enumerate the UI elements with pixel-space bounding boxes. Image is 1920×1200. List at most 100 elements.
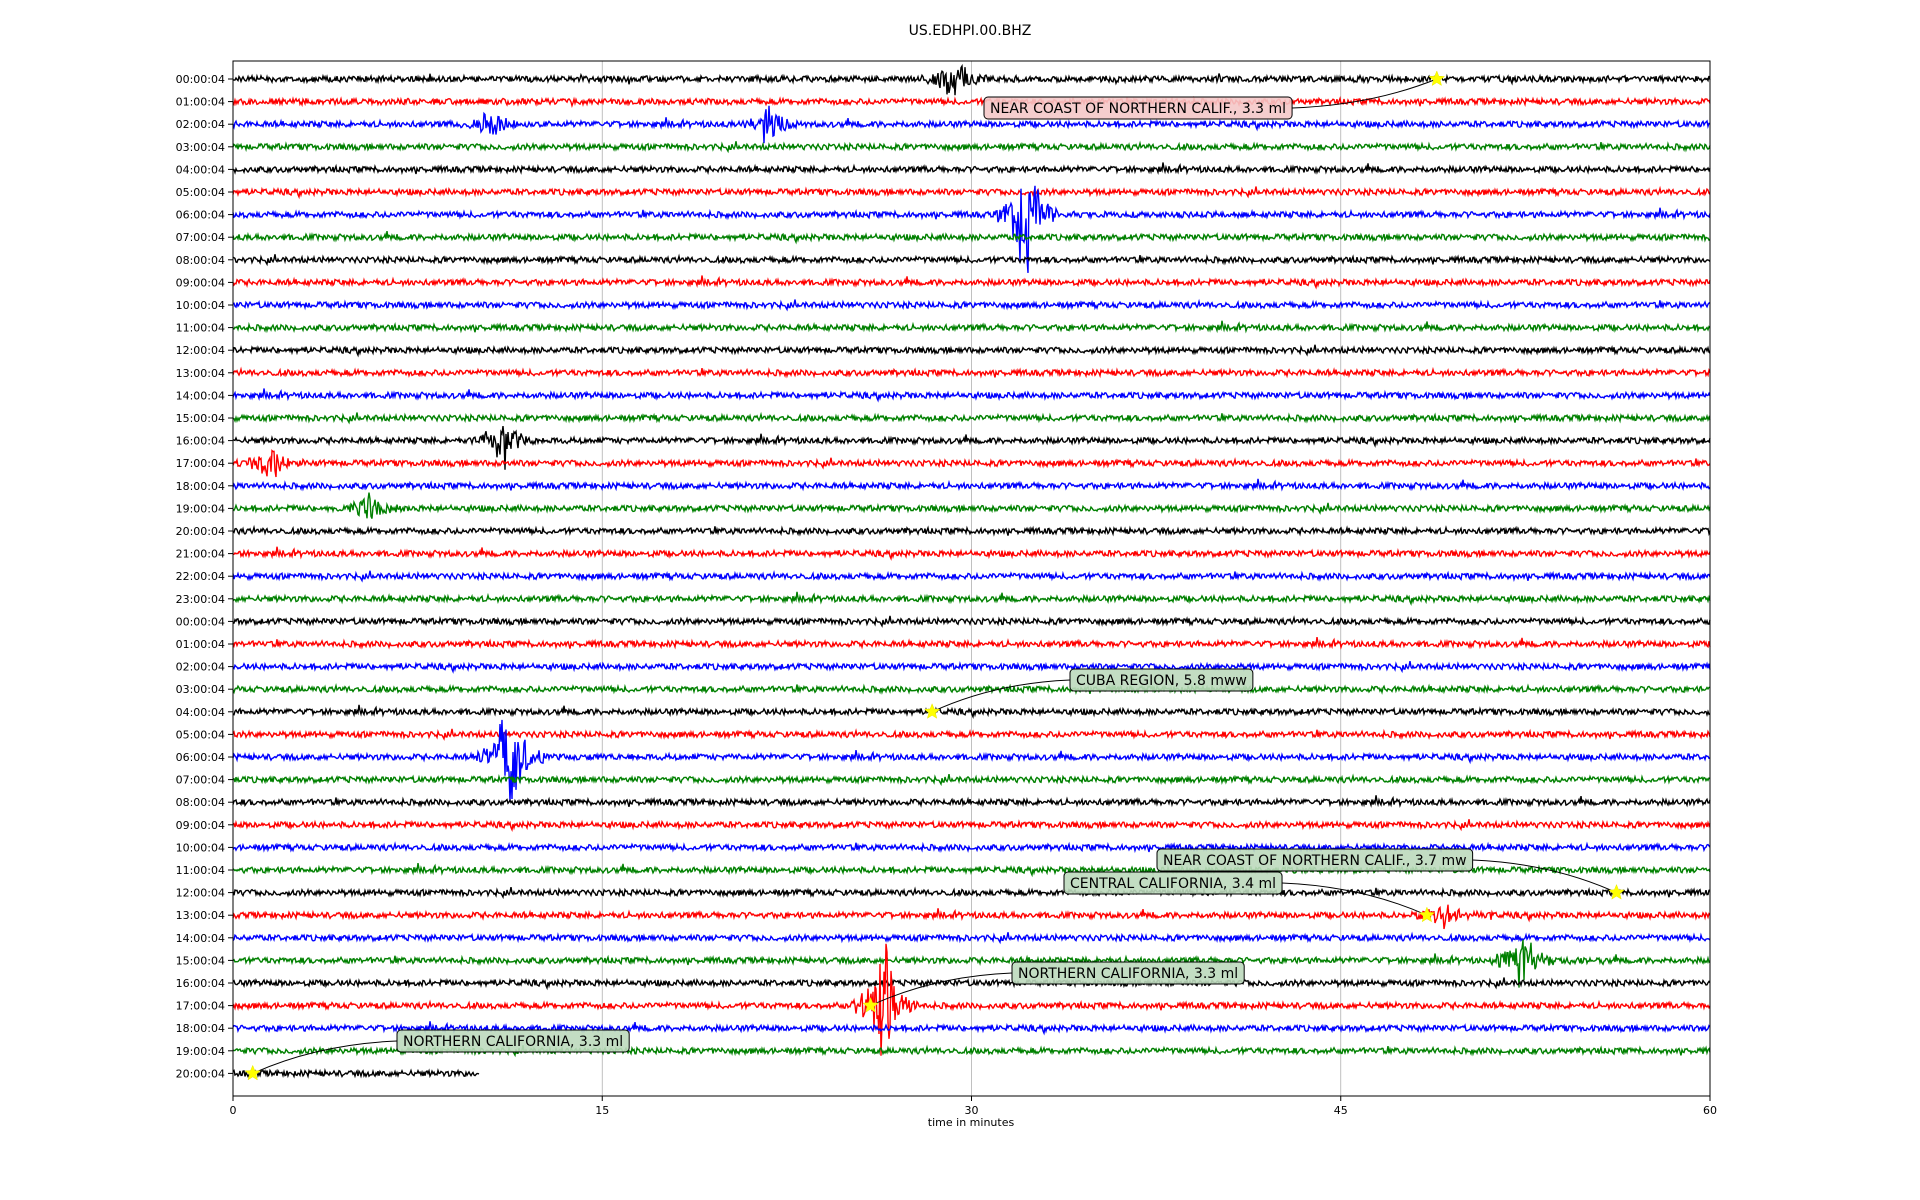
y-tick-label: 01:00:04 [176,96,225,109]
trace-row-15 [232,411,1711,425]
trace-lines [232,63,1711,1079]
trace-row-0 [232,63,1711,96]
event-label: CENTRAL CALIFORNIA, 3.4 ml [1070,876,1276,892]
trace-row-37 [232,904,1711,930]
event-connector [1472,859,1617,894]
y-tick-label: 18:00:04 [176,480,225,493]
trace-row-36 [232,886,1711,900]
x-tick-label: 45 [1334,1104,1348,1117]
y-tick-label: 06:00:04 [176,751,225,764]
event-annotation: CUBA REGION, 5.8 mww [923,668,1254,719]
event-label: NORTHERN CALIFORNIA, 3.3 ml [1018,966,1238,982]
y-tick-labels: 00:00:04 01:00:04 02:00:04 03:00:04 04:00:04… [176,73,233,1080]
trace-row-30 [232,719,1711,802]
y-tick-label: 18:00:04 [176,1022,225,1035]
x-tick-labels: 0 15 30 45 60 [230,1096,1717,1117]
y-tick-label: 01:00:04 [176,638,225,651]
y-tick-label: 12:00:04 [176,887,225,900]
x-tick-label: 15 [595,1104,609,1117]
trace-row-2 [232,105,1711,144]
y-tick-label: 10:00:04 [176,841,225,854]
y-tick-label: 06:00:04 [176,209,225,222]
event-annotation: CENTRAL CALIFORNIA, 3.4 ml [1063,871,1436,923]
event-annotation: NORTHERN CALIFORNIA, 3.3 ml [244,1029,630,1081]
trace-row-20 [232,524,1711,537]
y-tick-label: 14:00:04 [176,932,225,945]
trace-row-18 [232,478,1711,492]
trace-row-10 [232,298,1711,312]
event-label: CUBA REGION, 5.8 mww [1076,673,1247,689]
trace-row-4 [232,162,1711,176]
y-tick-label: 13:00:04 [176,367,225,380]
trace-row-3 [232,140,1711,154]
y-tick-label: 22:00:04 [176,570,225,583]
y-tick-label: 13:00:04 [176,909,225,922]
trace-row-17 [232,449,1711,478]
y-tick-label: 11:00:04 [176,864,225,877]
trace-row-43 [232,1044,1711,1058]
event-annotation: NORTHERN CALIFORNIA, 3.3 ml [862,961,1245,1013]
y-tick-label: 15:00:04 [176,954,225,967]
y-tick-label: 03:00:04 [176,683,225,696]
trace-row-32 [232,795,1711,809]
y-tick-label: 11:00:04 [176,322,225,335]
event-connector [1292,78,1437,109]
trace-row-33 [232,819,1711,833]
trace-row-34 [232,841,1711,854]
trace-row-41 [232,943,1711,1056]
x-axis-label: time in minutes [928,1116,1015,1129]
event-connector [870,972,1013,1007]
y-tick-label: 05:00:04 [176,186,225,199]
trace-row-1 [232,95,1711,108]
trace-row-26 [232,660,1711,674]
y-tick-label: 02:00:04 [176,661,225,674]
event-label: NEAR COAST OF NORTHERN CALIF., 3.7 mw [1163,853,1467,869]
y-tick-label: 03:00:04 [176,141,225,154]
y-tick-label: 20:00:04 [176,525,225,538]
trace-row-40 [232,977,1711,991]
trace-row-23 [232,591,1711,607]
y-tick-label: 07:00:04 [176,774,225,787]
event-annotation: NEAR COAST OF NORTHERN CALIF., 3.7 mw [1156,848,1625,900]
trace-row-28 [232,704,1711,720]
y-tick-label: 05:00:04 [176,728,225,741]
y-tick-label: 17:00:04 [176,1000,225,1013]
y-tick-label: 09:00:04 [176,819,225,832]
event-marker-star-1 [923,703,941,719]
y-tick-label: 14:00:04 [176,389,225,402]
event-marker-star-4 [862,996,879,1013]
trace-row-25 [232,636,1711,650]
y-tick-label: 00:00:04 [176,615,225,628]
x-tick-label: 0 [230,1104,237,1117]
trace-row-9 [232,275,1711,290]
event-marker-star-2 [1608,883,1625,900]
trace-row-22 [232,569,1711,583]
y-tick-label: 20:00:04 [176,1067,225,1080]
y-tick-label: 07:00:04 [176,231,225,244]
y-tick-label: 00:00:04 [176,73,225,86]
trace-row-11 [232,320,1711,334]
y-tick-label: 09:00:04 [176,276,225,289]
trace-row-21 [232,546,1711,561]
y-tick-label: 08:00:04 [176,254,225,267]
trace-row-7 [232,231,1711,245]
event-connector [931,679,1071,713]
y-tick-label: 04:00:04 [176,163,225,176]
y-tick-label: 16:00:04 [176,435,225,448]
event-connector [252,1040,398,1074]
trace-row-44 [232,1067,480,1079]
trace-row-6 [232,185,1711,273]
x-tick-label: 30 [965,1104,979,1117]
event-marker-star-3 [1418,906,1436,923]
y-tick-label: 15:00:04 [176,412,225,425]
chart-title: US.EDHPI.00.BHZ [909,23,1032,39]
y-tick-label: 10:00:04 [176,299,225,312]
trace-row-13 [232,366,1711,379]
y-tick-label: 21:00:04 [176,548,225,561]
event-marker-star-5 [244,1064,261,1081]
event-label: NEAR COAST OF NORTHERN CALIF., 3.3 ml [990,101,1286,117]
trace-row-12 [232,344,1711,358]
trace-row-19 [232,492,1711,519]
trace-row-14 [232,388,1711,403]
